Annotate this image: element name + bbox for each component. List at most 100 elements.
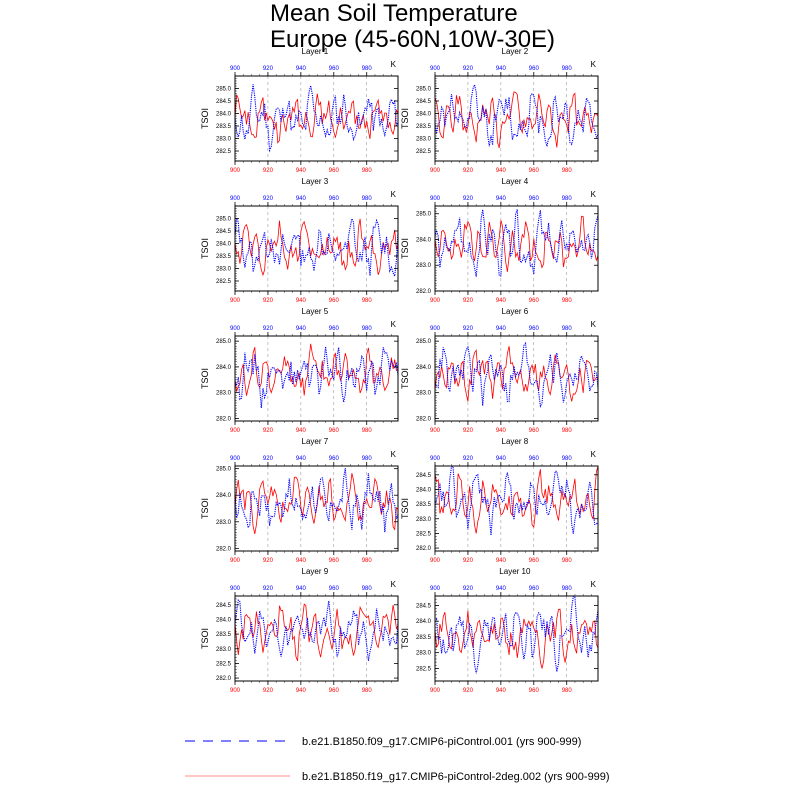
panel-ylabel: TSOI: [400, 368, 410, 389]
panel-frame: [234, 595, 399, 682]
ytick-label: 284.0: [216, 112, 232, 118]
xtick-label-top: 900: [230, 456, 241, 462]
xtick-label-bottom: 920: [263, 428, 274, 434]
xtick-label-bottom: 940: [496, 558, 507, 564]
xtick-label-top: 980: [362, 66, 373, 72]
xtick-label-top: 940: [496, 456, 507, 462]
xtick-label-bottom: 960: [529, 168, 540, 174]
ytick-label: 285.0: [216, 339, 232, 345]
series-line-a: [434, 341, 599, 409]
ytick-label: 284.0: [416, 619, 432, 625]
xtick-label-top: 980: [562, 326, 573, 332]
xtick-label-top: 960: [329, 196, 340, 202]
panel-ylabel: TSOI: [200, 368, 210, 389]
xtick-label-bottom: 920: [263, 688, 274, 694]
panel-units: K: [391, 320, 397, 329]
ytick-label: 282.5: [416, 666, 432, 672]
panel-ylabel: TSOI: [400, 628, 410, 649]
ytick-label: 284.0: [416, 112, 432, 118]
panel-units: K: [391, 190, 397, 199]
ytick-label: 285.0: [416, 87, 432, 93]
panel-layer-6: Layer 6 K TSOI 282.0 283.0 284.0 285.0 900 920 94…: [400, 307, 599, 434]
xtick-label-bottom: 980: [362, 298, 373, 304]
ytick-label: 283.0: [416, 263, 432, 269]
ytick-label: 282.0: [416, 416, 432, 422]
series-line-a: [234, 346, 399, 409]
xtick-label-bottom: 920: [463, 298, 474, 304]
ytick-label: 284.0: [216, 617, 232, 623]
ytick-label: 282.0: [416, 289, 432, 295]
panel-frame: [434, 465, 599, 552]
panel-frame: [234, 205, 399, 292]
xtick-label-bottom: 980: [562, 428, 573, 434]
xtick-label-top: 900: [430, 456, 441, 462]
xtick-label-top: 980: [562, 196, 573, 202]
panel-units: K: [591, 190, 597, 199]
legend-label-1: b.e21.B1850.f09_g17.CMIP6-piControl.001 …: [302, 736, 581, 748]
series-line-b: [234, 218, 399, 277]
panel-frame: [434, 335, 599, 422]
ytick-label: 283.0: [216, 391, 232, 397]
xtick-label-top: 980: [362, 196, 373, 202]
ytick-label: 284.0: [216, 242, 232, 248]
ytick-label: 283.0: [216, 267, 232, 273]
panel-title: Layer 3: [302, 177, 329, 186]
series-line-a: [434, 596, 599, 674]
ytick-label: 282.5: [216, 149, 232, 155]
ytick-label: 284.0: [216, 493, 232, 499]
ytick-label: 283.5: [416, 635, 432, 641]
xtick-label-bottom: 940: [296, 558, 307, 564]
xtick-label-bottom: 920: [463, 688, 474, 694]
xtick-label-bottom: 960: [529, 688, 540, 694]
legend: b.e21.B1850.f09_g17.CMIP6-piControl.001 …: [185, 736, 610, 783]
ytick-label: 284.0: [416, 365, 432, 371]
xtick-label-bottom: 940: [296, 688, 307, 694]
panel-title: Layer 9: [302, 567, 329, 576]
xtick-label-top: 940: [296, 66, 307, 72]
xtick-label-top: 900: [430, 586, 441, 592]
xtick-label-bottom: 960: [329, 168, 340, 174]
panel-title: Layer 6: [502, 307, 529, 316]
series-line-a: [234, 216, 399, 279]
xtick-label-bottom: 940: [496, 168, 507, 174]
ytick-label: 283.0: [216, 137, 232, 143]
xtick-label-bottom: 920: [263, 558, 274, 564]
panel-frame: [434, 205, 599, 292]
series-line-a: [234, 468, 399, 533]
series-line-a: [434, 209, 599, 277]
series-line-a: [434, 82, 599, 147]
xtick-label-bottom: 980: [362, 688, 373, 694]
xtick-label-top: 980: [362, 456, 373, 462]
xtick-label-top: 980: [362, 326, 373, 332]
xtick-label-bottom: 920: [463, 168, 474, 174]
ytick-label: 285.0: [416, 339, 432, 345]
figure-title-line2: Europe (45-60N,10W-30E): [270, 26, 555, 53]
ytick-label: 285.0: [216, 87, 232, 93]
xtick-label-top: 980: [562, 456, 573, 462]
panel-frame: [234, 335, 399, 422]
panel-units: K: [591, 320, 597, 329]
series-line-b: [434, 608, 599, 669]
panel-frame: [434, 75, 599, 162]
panel-title: Layer 2: [502, 47, 529, 56]
xtick-label-top: 900: [230, 196, 241, 202]
xtick-label-bottom: 980: [362, 428, 373, 434]
panel-layer-8: Layer 8 K TSOI 282.0 282.5 283.0 283.5 284.0 284…: [400, 437, 599, 564]
ytick-label: 284.5: [216, 603, 232, 609]
xtick-label-top: 940: [296, 196, 307, 202]
ytick-label: 282.5: [216, 279, 232, 285]
panel-layer-5: Layer 5 K TSOI 282.0 283.0 284.0 285.0 900 920 94…: [200, 307, 399, 434]
ytick-label: 284.5: [416, 603, 432, 609]
series-line-b: [434, 91, 599, 149]
xtick-label-top: 920: [263, 66, 274, 72]
xtick-label-bottom: 980: [562, 688, 573, 694]
xtick-label-bottom: 940: [496, 428, 507, 434]
ytick-label: 284.5: [216, 99, 232, 105]
xtick-label-top: 920: [263, 196, 274, 202]
xtick-label-top: 960: [329, 586, 340, 592]
ytick-label: 283.5: [416, 124, 432, 130]
xtick-label-bottom: 940: [296, 168, 307, 174]
xtick-label-bottom: 940: [296, 428, 307, 434]
panel-units: K: [591, 60, 597, 69]
